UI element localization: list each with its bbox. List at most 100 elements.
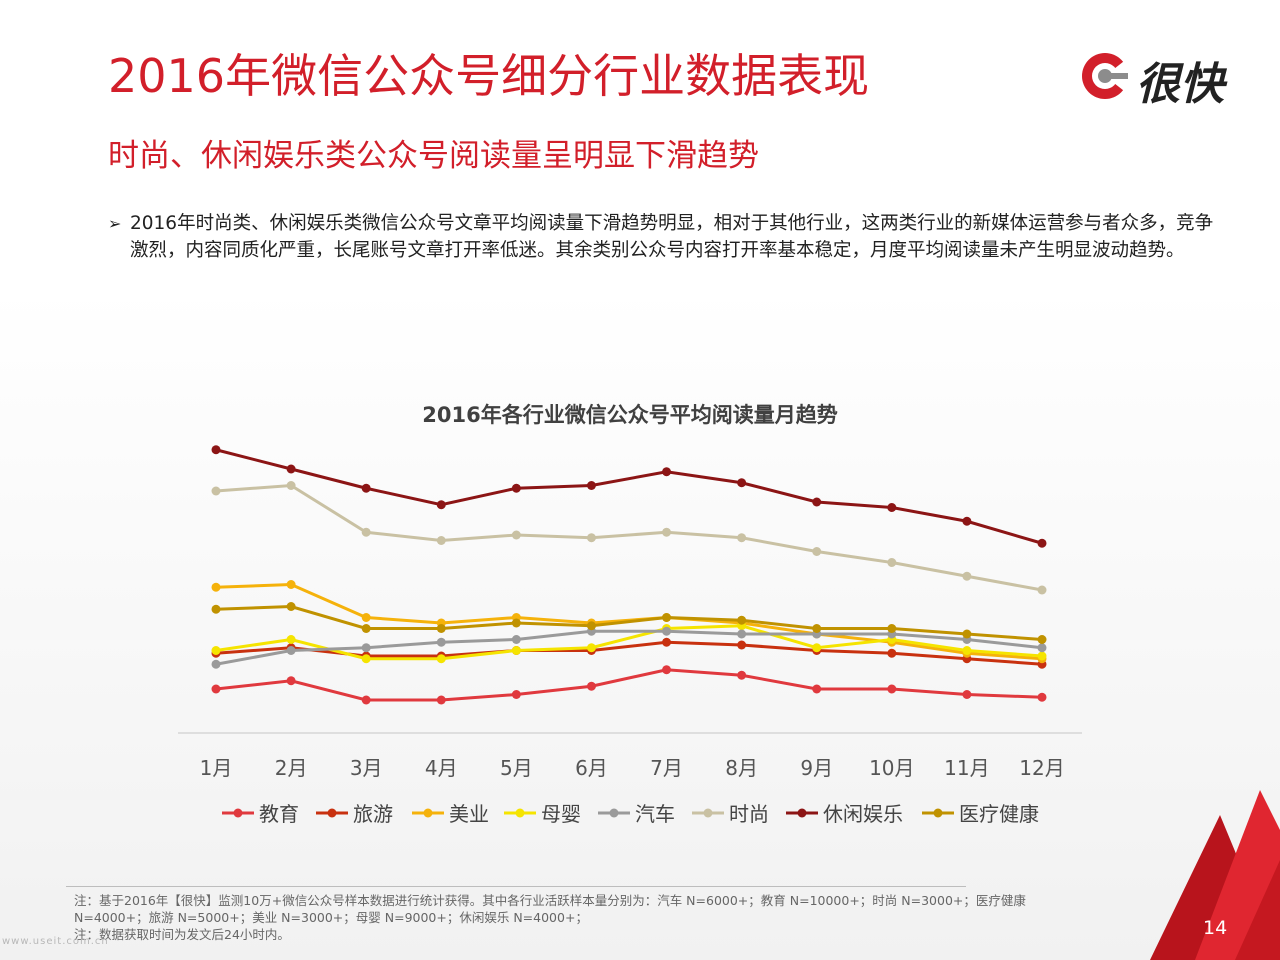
data-point xyxy=(737,533,747,543)
data-point xyxy=(812,547,822,556)
data-point xyxy=(211,659,221,669)
data-point xyxy=(436,695,446,705)
legend-marker xyxy=(233,808,243,818)
data-point xyxy=(436,624,446,633)
data-point xyxy=(436,500,446,510)
data-point xyxy=(1037,585,1047,595)
data-point xyxy=(211,646,221,655)
data-point xyxy=(286,676,296,686)
data-point xyxy=(962,690,972,699)
legend-label: 母婴 xyxy=(541,802,581,826)
data-point xyxy=(286,646,296,655)
legend-marker xyxy=(933,808,943,818)
legend-item: 母婴 xyxy=(504,802,581,826)
data-point xyxy=(361,527,371,537)
series-line xyxy=(215,604,1043,641)
data-point xyxy=(511,690,521,699)
legend-item: 医疗健康 xyxy=(922,802,1039,826)
data-point xyxy=(361,613,371,622)
legend-marker xyxy=(609,808,619,818)
data-point xyxy=(211,684,221,694)
x-tick-label: 2月 xyxy=(275,756,308,780)
data-point xyxy=(286,635,296,644)
data-point xyxy=(286,464,296,474)
legend-label: 医疗健康 xyxy=(959,802,1039,826)
data-point xyxy=(1037,643,1047,653)
footnote-divider xyxy=(66,886,966,887)
x-tick-label: 4月 xyxy=(425,756,458,780)
series-layer xyxy=(211,445,1047,705)
data-point xyxy=(361,624,371,633)
data-point xyxy=(887,684,897,694)
series-6 xyxy=(211,445,1047,548)
data-point xyxy=(812,624,822,633)
footnote-line-1: 注：基于2016年【很快】监测10万+微信公众号样本数据进行统计获得。其中各行业… xyxy=(74,893,1026,908)
data-point xyxy=(436,654,446,664)
data-point xyxy=(812,643,822,653)
page-subtitle: 时尚、休闲娱乐类公众号阅读量呈明显下滑趋势 xyxy=(108,138,759,174)
series-7 xyxy=(211,602,1047,644)
data-point xyxy=(962,516,972,526)
data-point xyxy=(1037,635,1047,644)
data-point xyxy=(436,536,446,545)
data-point xyxy=(586,481,596,490)
data-point xyxy=(737,478,747,488)
data-point xyxy=(286,602,296,611)
legend-item: 休闲娱乐 xyxy=(786,802,903,826)
data-point xyxy=(586,681,596,691)
legend-marker xyxy=(515,808,525,818)
x-tick-label: 7月 xyxy=(650,756,683,780)
corner-decoration xyxy=(1150,790,1280,960)
series-3 xyxy=(211,621,1047,664)
data-point xyxy=(286,481,296,490)
chart-title: 2016年各行业微信公众号平均阅读量月趋势 xyxy=(422,403,837,427)
legend-item: 旅游 xyxy=(316,802,393,826)
data-point xyxy=(586,533,596,543)
legend-marker xyxy=(797,808,807,818)
series-0 xyxy=(211,665,1047,705)
series-line xyxy=(215,629,1043,666)
series-line xyxy=(215,624,1043,661)
logo-mark-icon xyxy=(1082,53,1128,99)
data-point xyxy=(887,503,897,512)
legend-label: 汽车 xyxy=(635,802,675,826)
page-title: 2016年微信公众号细分行业数据表现 xyxy=(108,49,870,103)
data-point xyxy=(511,618,521,628)
series-line xyxy=(215,448,1043,545)
bullet-arrow-icon: ➢ xyxy=(108,214,122,233)
legend-item: 教育 xyxy=(222,802,299,826)
data-point xyxy=(887,648,897,658)
legend-item: 美业 xyxy=(412,802,489,826)
data-point xyxy=(962,571,972,581)
legend-label: 美业 xyxy=(449,802,489,826)
x-tick-label: 11月 xyxy=(944,756,989,780)
data-point xyxy=(662,637,672,647)
data-point xyxy=(211,604,221,614)
data-point xyxy=(436,637,446,647)
series-5 xyxy=(211,481,1047,595)
legend-label: 休闲娱乐 xyxy=(823,802,903,826)
data-point xyxy=(1037,538,1047,548)
data-point xyxy=(286,580,296,589)
legend-item: 时尚 xyxy=(692,802,769,826)
data-point xyxy=(737,670,747,680)
data-point xyxy=(211,445,221,455)
data-point xyxy=(662,626,672,636)
x-tick-label: 8月 xyxy=(725,756,758,780)
x-tick-label: 5月 xyxy=(500,756,533,780)
data-point xyxy=(962,629,972,639)
data-point xyxy=(737,629,747,639)
data-point xyxy=(1037,692,1047,702)
data-point xyxy=(662,665,672,675)
data-point xyxy=(511,635,521,644)
data-point xyxy=(511,483,521,493)
data-point xyxy=(887,624,897,633)
legend-label: 教育 xyxy=(259,802,299,826)
data-point xyxy=(361,695,371,705)
series-line xyxy=(215,483,1043,592)
data-point xyxy=(511,530,521,540)
legend-marker xyxy=(327,808,337,818)
data-point xyxy=(662,467,672,477)
legend-item: 汽车 xyxy=(598,802,675,826)
data-point xyxy=(737,640,747,650)
